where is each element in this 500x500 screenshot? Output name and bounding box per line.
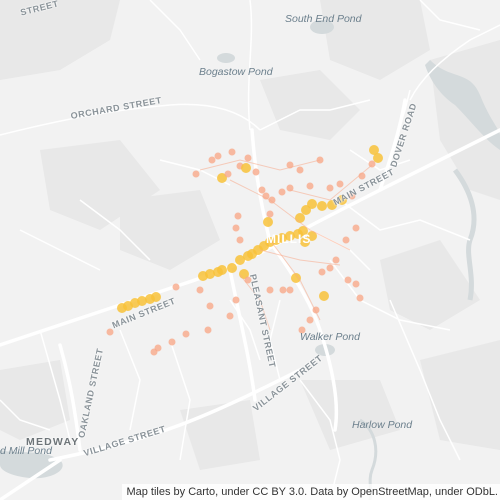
heat-point bbox=[336, 180, 344, 188]
heat-trace bbox=[199, 159, 321, 171]
heat-point bbox=[258, 186, 266, 194]
heat-point bbox=[286, 286, 294, 294]
heat-point bbox=[244, 276, 252, 284]
town-label-medway: MEDWAY bbox=[26, 436, 80, 448]
heat-point bbox=[352, 224, 360, 232]
heat-point bbox=[217, 173, 227, 183]
heat-point bbox=[326, 264, 334, 272]
heat-point bbox=[277, 233, 287, 243]
heat-point bbox=[196, 286, 204, 294]
heat-point bbox=[106, 328, 114, 336]
heat-point bbox=[307, 231, 317, 241]
heat-point bbox=[266, 210, 274, 218]
heat-point bbox=[342, 236, 350, 244]
heat-point bbox=[137, 296, 147, 306]
water-label-mill-pond: d Mill Pond bbox=[0, 445, 52, 457]
heat-point bbox=[182, 330, 190, 338]
heat-trace bbox=[269, 239, 321, 321]
heat-point bbox=[206, 302, 214, 310]
heat-point bbox=[262, 192, 270, 200]
heat-point bbox=[192, 170, 200, 178]
heat-point bbox=[317, 201, 327, 211]
north-road bbox=[250, 128, 272, 244]
major-roads bbox=[0, 98, 500, 500]
heat-point bbox=[352, 280, 360, 288]
dover-road bbox=[378, 98, 407, 192]
heat-point bbox=[150, 348, 158, 356]
heat-points bbox=[106, 145, 383, 356]
heat-trace bbox=[259, 249, 341, 266]
water-label-south-end-pond: South End Pond bbox=[285, 13, 362, 25]
heat-point bbox=[295, 213, 305, 223]
heat-point bbox=[326, 184, 334, 192]
heat-point bbox=[368, 160, 376, 168]
heat-point bbox=[235, 255, 245, 265]
heat-point bbox=[266, 286, 274, 294]
heat-point bbox=[232, 224, 240, 232]
heat-point bbox=[306, 316, 314, 324]
heat-point bbox=[168, 338, 176, 346]
heat-point bbox=[373, 153, 383, 163]
heat-trace bbox=[229, 179, 351, 251]
village-street-road bbox=[48, 368, 302, 462]
heat-point bbox=[208, 156, 216, 164]
heat-point bbox=[332, 256, 340, 264]
heat-point bbox=[263, 217, 273, 227]
landuse-patches bbox=[0, 0, 500, 470]
heat-point bbox=[224, 170, 232, 178]
heat-point bbox=[227, 263, 237, 273]
heat-point bbox=[306, 182, 314, 190]
heat-point bbox=[298, 326, 306, 334]
water-label-bogastow-pond: Bogastow Pond bbox=[199, 66, 273, 78]
heat-point bbox=[241, 163, 251, 173]
map-attribution: Map tiles by Carto, under CC BY 3.0. Dat… bbox=[122, 484, 500, 500]
heat-point bbox=[300, 237, 310, 247]
heat-point bbox=[226, 312, 234, 320]
heat-point bbox=[228, 148, 236, 156]
attribution-text: Map tiles by Carto, under CC BY 3.0. Dat… bbox=[126, 486, 498, 498]
pleasant-street-road bbox=[228, 268, 257, 402]
heat-point bbox=[369, 145, 379, 155]
heat-point bbox=[337, 195, 347, 205]
heat-trace bbox=[239, 274, 271, 331]
heat-point bbox=[232, 296, 240, 304]
town-label-millis: MILLIS bbox=[266, 232, 312, 246]
south-road bbox=[268, 240, 339, 432]
heat-point bbox=[214, 152, 222, 160]
heat-point bbox=[236, 236, 244, 244]
heat-point bbox=[307, 199, 317, 209]
heat-point bbox=[285, 231, 295, 241]
heat-point bbox=[286, 184, 294, 192]
heat-point bbox=[217, 265, 227, 275]
heat-point bbox=[205, 269, 215, 279]
heat-point bbox=[318, 268, 326, 276]
oakland-street-road bbox=[58, 343, 82, 452]
heat-point bbox=[204, 326, 212, 334]
heat-point bbox=[319, 291, 329, 301]
heat-point bbox=[291, 273, 301, 283]
heat-point bbox=[348, 192, 356, 200]
heat-point bbox=[327, 200, 337, 210]
heat-point bbox=[172, 283, 180, 291]
heat-point bbox=[244, 154, 252, 162]
heat-point bbox=[151, 292, 161, 302]
heat-point bbox=[278, 188, 286, 196]
heat-point bbox=[252, 168, 260, 176]
heat-point bbox=[298, 226, 308, 236]
heat-point bbox=[279, 286, 287, 294]
water-label-harlow-pond: Harlow Pond bbox=[352, 419, 413, 431]
heat-trace bbox=[289, 164, 373, 201]
heat-point bbox=[356, 294, 364, 302]
heat-point bbox=[344, 276, 352, 284]
heat-point bbox=[296, 166, 304, 174]
heat-point bbox=[234, 212, 242, 220]
heat-point bbox=[268, 196, 276, 204]
water-label-walker-pond: Walker Pond bbox=[300, 331, 360, 343]
